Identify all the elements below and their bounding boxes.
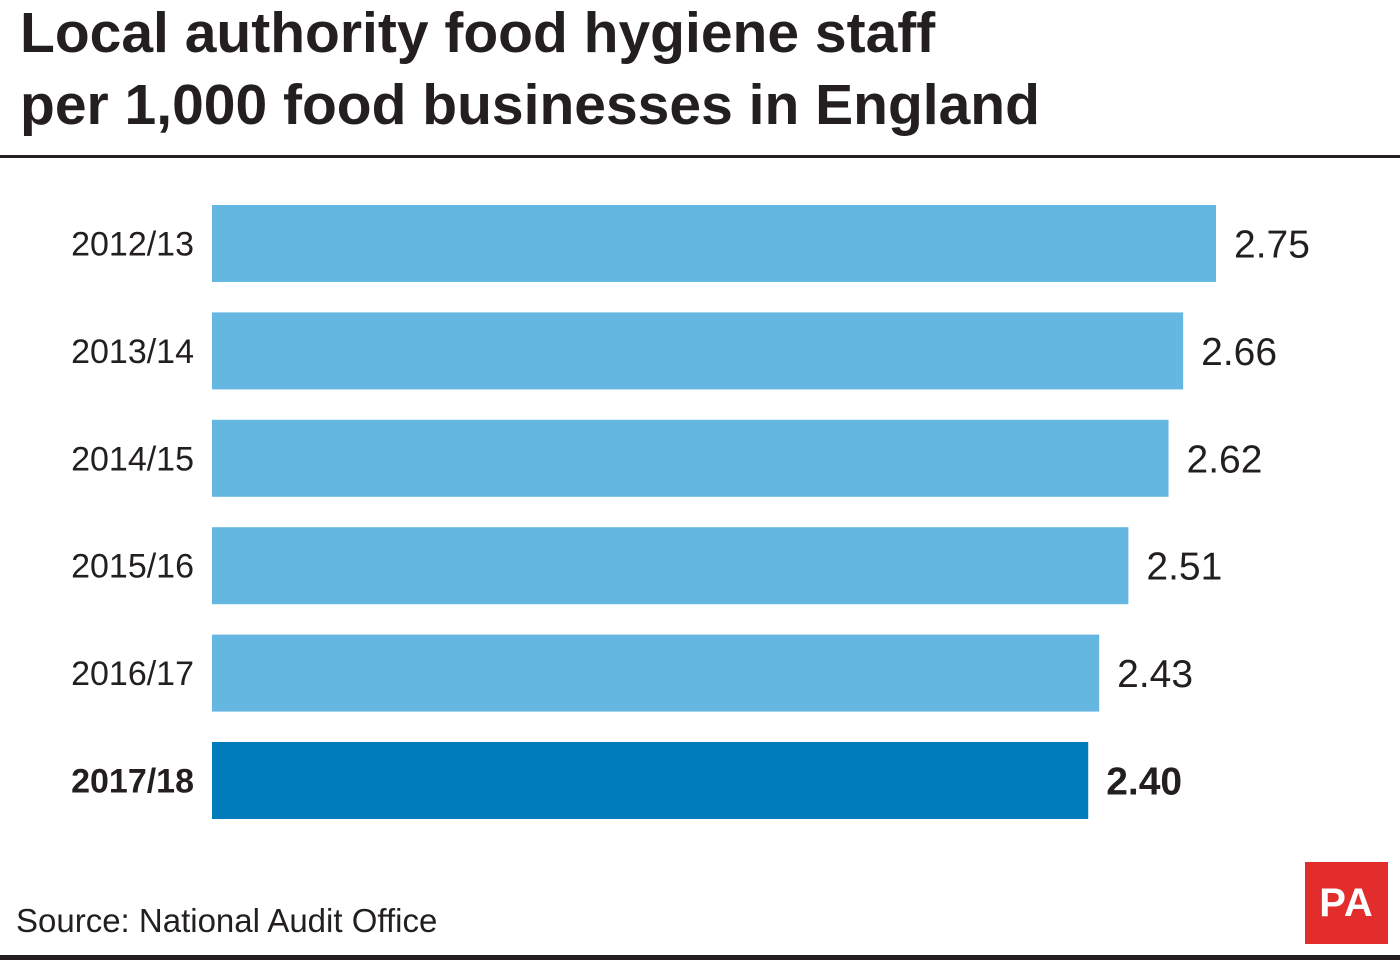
category-label-2017-18: 2017/18 — [71, 763, 194, 801]
pa-logo: PA — [1305, 862, 1388, 944]
category-label-2012-13: 2012/13 — [71, 226, 194, 264]
bar-2017-18 — [212, 742, 1089, 819]
value-label-2017-18: 2.40 — [1106, 761, 1182, 804]
chart-title-line-2: per 1,000 food businesses in England — [20, 73, 1040, 137]
source-note: Source: National Audit Office — [16, 902, 438, 939]
bar-2013-14 — [212, 312, 1184, 390]
bar-2015-16 — [212, 527, 1129, 605]
value-label-2015-16: 2.51 — [1146, 546, 1222, 589]
bar-2014-15 — [212, 419, 1169, 497]
bar-chart: 2012/13 2.75 2013/14 2.66 2014/15 2.62 2015/16… — [71, 205, 1310, 819]
bar-2016-17 — [212, 634, 1100, 712]
value-label-2013-14: 2.66 — [1201, 331, 1277, 374]
bottom-divider — [0, 955, 1400, 960]
pa-logo-text: PA — [1319, 880, 1374, 925]
bar-2012-13 — [212, 205, 1216, 282]
value-label-2012-13: 2.75 — [1234, 224, 1310, 267]
category-label-2016-17: 2016/17 — [71, 655, 194, 693]
category-label-2013-14: 2013/14 — [71, 333, 194, 371]
value-label-2014-15: 2.62 — [1187, 438, 1263, 481]
category-label-2014-15: 2014/15 — [71, 440, 194, 478]
chart-title-line-1: Local authority food hygiene staff — [20, 1, 936, 65]
title-divider — [0, 155, 1400, 158]
category-label-2015-16: 2015/16 — [71, 548, 194, 586]
value-label-2016-17: 2.43 — [1117, 653, 1193, 696]
